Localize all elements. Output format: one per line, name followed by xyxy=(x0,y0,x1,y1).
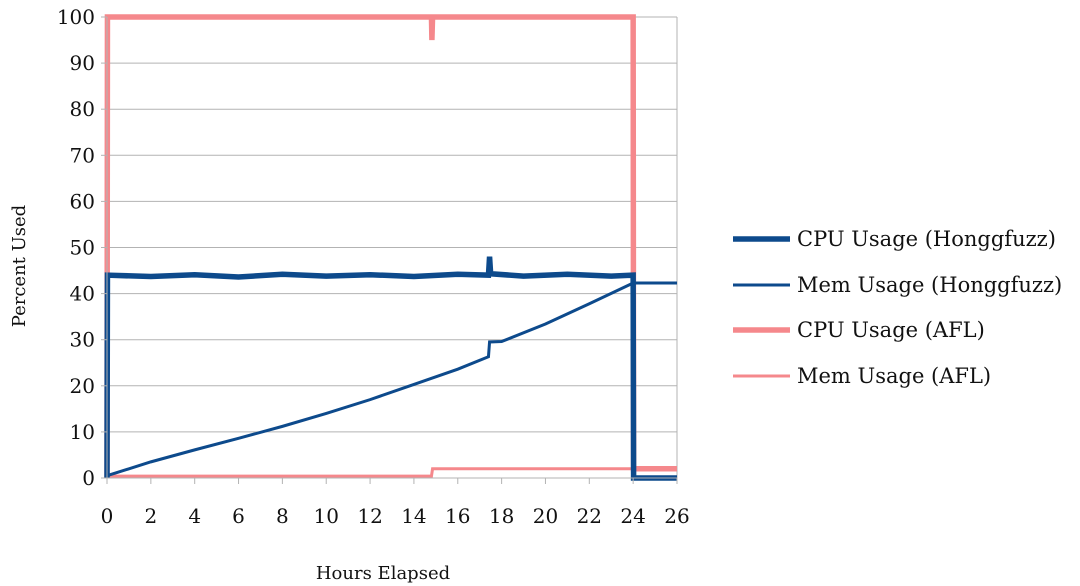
series-line-3 xyxy=(107,467,677,478)
y-tick-label-0: 0 xyxy=(82,466,95,490)
x-tick-label-4: 4 xyxy=(188,504,201,528)
x-tick-label-14: 14 xyxy=(401,504,426,528)
x-tick-label-18: 18 xyxy=(489,504,514,528)
x-tick-label-26: 26 xyxy=(664,504,689,528)
y-tick-label-10: 10 xyxy=(70,420,95,444)
series-lines xyxy=(104,14,677,481)
y-tick-label-100: 100 xyxy=(57,5,95,29)
x-tick-label-22: 22 xyxy=(577,504,602,528)
x-tick-label-12: 12 xyxy=(357,504,382,528)
y-tick-label-60: 60 xyxy=(70,189,95,213)
legend-label-0: CPU Usage (Honggfuzz) xyxy=(797,227,1056,251)
series-line-0 xyxy=(104,256,677,481)
legend: CPU Usage (Honggfuzz) Mem Usage (Honggfuz… xyxy=(733,227,1062,388)
y-tick-label-40: 40 xyxy=(70,282,95,306)
legend-label-2: CPU Usage (AFL) xyxy=(797,318,985,342)
y-axis-label: Percent Used xyxy=(9,205,30,327)
x-tick-label-0: 0 xyxy=(101,504,114,528)
y-tick-label-50: 50 xyxy=(70,236,95,260)
y-tick-label-80: 80 xyxy=(70,97,95,121)
x-tick-label-10: 10 xyxy=(314,504,339,528)
y-tick-label-70: 70 xyxy=(70,143,95,167)
x-axis-label: Hours Elapsed xyxy=(316,563,450,584)
x-tick-label-16: 16 xyxy=(445,504,470,528)
grid-lines xyxy=(107,16,678,479)
x-tick-label-2: 2 xyxy=(144,504,157,528)
y-tick-label-30: 30 xyxy=(70,328,95,352)
x-tick-label-20: 20 xyxy=(533,504,558,528)
x-tick-label-6: 6 xyxy=(232,504,245,528)
x-tick-label-24: 24 xyxy=(620,504,645,528)
series-line-1 xyxy=(106,281,677,478)
y-tick-label-90: 90 xyxy=(70,51,95,75)
legend-label-3: Mem Usage (AFL) xyxy=(797,364,991,388)
x-tick-label-8: 8 xyxy=(276,504,289,528)
y-tick-label-20: 20 xyxy=(70,374,95,398)
legend-label-1: Mem Usage (Honggfuzz) xyxy=(797,273,1062,297)
axes xyxy=(101,16,678,484)
